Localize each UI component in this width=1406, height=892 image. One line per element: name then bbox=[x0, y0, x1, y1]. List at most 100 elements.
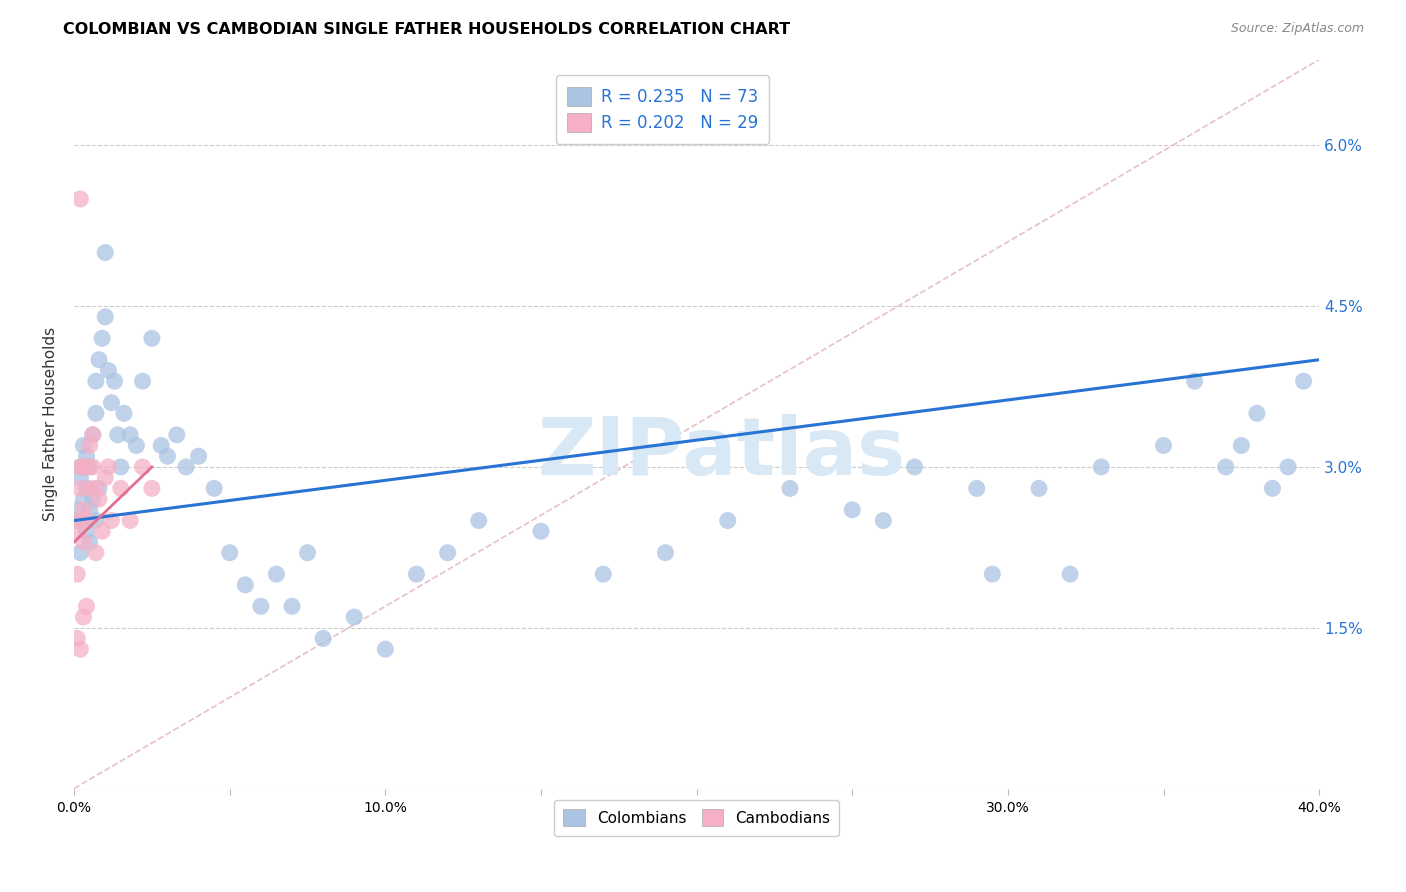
Point bbox=[174, 459, 197, 474]
Point bbox=[131, 459, 153, 474]
Point bbox=[343, 610, 366, 624]
Point bbox=[84, 546, 107, 560]
Point bbox=[100, 395, 122, 409]
Point bbox=[84, 374, 107, 388]
Point bbox=[76, 599, 98, 614]
Point bbox=[717, 514, 740, 528]
Point bbox=[69, 514, 91, 528]
Point bbox=[297, 546, 319, 560]
Point bbox=[76, 449, 98, 463]
Point bbox=[79, 459, 101, 474]
Point bbox=[218, 546, 240, 560]
Point bbox=[69, 546, 91, 560]
Point bbox=[1215, 459, 1237, 474]
Point bbox=[84, 406, 107, 420]
Point bbox=[156, 449, 179, 463]
Point bbox=[1292, 374, 1315, 388]
Point bbox=[150, 438, 173, 452]
Y-axis label: Single Father Households: Single Father Households bbox=[44, 327, 58, 521]
Point bbox=[87, 352, 110, 367]
Point bbox=[66, 514, 89, 528]
Point bbox=[100, 514, 122, 528]
Point bbox=[82, 459, 104, 474]
Point bbox=[94, 470, 117, 484]
Point bbox=[141, 331, 163, 345]
Point bbox=[103, 374, 125, 388]
Point bbox=[1184, 374, 1206, 388]
Point bbox=[1153, 438, 1175, 452]
Point bbox=[374, 642, 396, 657]
Point bbox=[112, 406, 135, 420]
Point bbox=[166, 427, 188, 442]
Point bbox=[66, 567, 89, 582]
Point bbox=[69, 192, 91, 206]
Point bbox=[281, 599, 304, 614]
Point bbox=[82, 427, 104, 442]
Point bbox=[84, 514, 107, 528]
Point bbox=[66, 524, 89, 539]
Point bbox=[405, 567, 427, 582]
Point bbox=[69, 642, 91, 657]
Point bbox=[76, 514, 98, 528]
Point bbox=[266, 567, 288, 582]
Point bbox=[467, 514, 489, 528]
Point bbox=[66, 632, 89, 646]
Point bbox=[76, 524, 98, 539]
Point bbox=[72, 535, 94, 549]
Point bbox=[72, 459, 94, 474]
Point bbox=[779, 482, 801, 496]
Point bbox=[436, 546, 458, 560]
Legend: Colombians, Cambodians: Colombians, Cambodians bbox=[554, 799, 839, 836]
Point bbox=[69, 470, 91, 484]
Point bbox=[94, 310, 117, 324]
Point bbox=[1277, 459, 1299, 474]
Point bbox=[250, 599, 273, 614]
Point bbox=[87, 492, 110, 507]
Text: COLOMBIAN VS CAMBODIAN SINGLE FATHER HOUSEHOLDS CORRELATION CHART: COLOMBIAN VS CAMBODIAN SINGLE FATHER HOU… bbox=[63, 22, 790, 37]
Point bbox=[187, 449, 209, 463]
Point bbox=[120, 514, 142, 528]
Point bbox=[82, 492, 104, 507]
Point bbox=[97, 459, 120, 474]
Point bbox=[69, 482, 91, 496]
Point bbox=[592, 567, 614, 582]
Point bbox=[1261, 482, 1284, 496]
Point bbox=[91, 331, 114, 345]
Point bbox=[120, 427, 142, 442]
Point bbox=[69, 459, 91, 474]
Point bbox=[1059, 567, 1081, 582]
Point bbox=[69, 459, 91, 474]
Point bbox=[872, 514, 894, 528]
Point bbox=[94, 245, 117, 260]
Point bbox=[110, 482, 132, 496]
Point bbox=[84, 482, 107, 496]
Point bbox=[87, 482, 110, 496]
Point bbox=[1028, 482, 1050, 496]
Point bbox=[312, 632, 335, 646]
Point bbox=[82, 427, 104, 442]
Point bbox=[72, 514, 94, 528]
Point bbox=[530, 524, 553, 539]
Point bbox=[79, 535, 101, 549]
Point bbox=[1246, 406, 1268, 420]
Point bbox=[1090, 459, 1112, 474]
Point bbox=[966, 482, 988, 496]
Point bbox=[903, 459, 925, 474]
Point bbox=[110, 459, 132, 474]
Text: ZIPatlas: ZIPatlas bbox=[537, 414, 905, 492]
Point bbox=[131, 374, 153, 388]
Point bbox=[141, 482, 163, 496]
Point bbox=[79, 503, 101, 517]
Point bbox=[79, 482, 101, 496]
Point bbox=[66, 503, 89, 517]
Point bbox=[125, 438, 148, 452]
Point bbox=[97, 363, 120, 377]
Point bbox=[654, 546, 676, 560]
Point bbox=[1230, 438, 1253, 452]
Point bbox=[76, 459, 98, 474]
Point bbox=[841, 503, 863, 517]
Point bbox=[72, 492, 94, 507]
Point bbox=[72, 503, 94, 517]
Point bbox=[233, 578, 256, 592]
Point bbox=[981, 567, 1004, 582]
